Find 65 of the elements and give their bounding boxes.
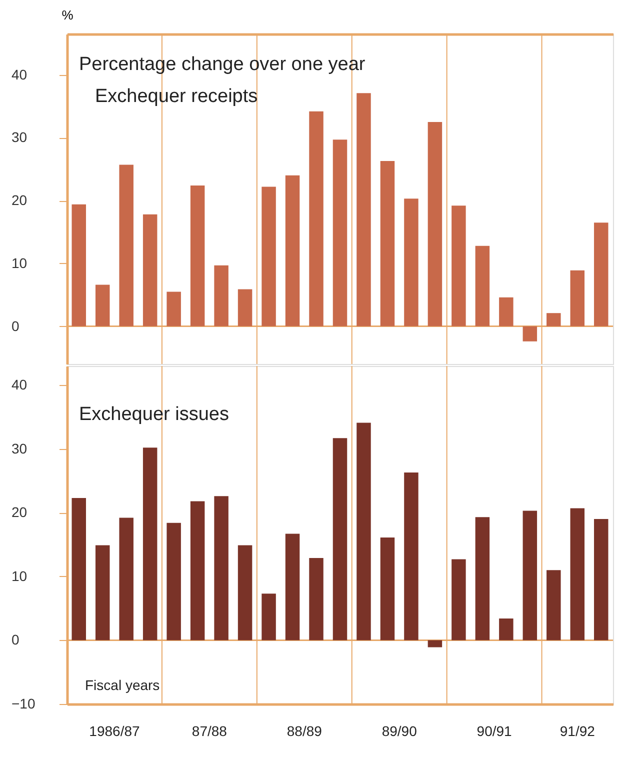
text: 1986/87 xyxy=(89,723,140,739)
text: 91/92 xyxy=(560,723,596,739)
y-tick-label: 20 xyxy=(12,504,28,520)
bar xyxy=(594,222,608,326)
bar xyxy=(546,313,561,326)
bar xyxy=(309,558,324,640)
bar xyxy=(238,545,252,640)
bar xyxy=(428,122,442,326)
bar xyxy=(570,508,585,640)
bar xyxy=(404,472,418,640)
y-tick-label: 0 xyxy=(12,318,20,334)
y-tick-label: 40 xyxy=(12,376,28,393)
y-tick-label: 0 xyxy=(12,632,20,648)
y-axis-title: % xyxy=(62,8,74,22)
bar xyxy=(332,438,348,640)
y-tick-label: 40 xyxy=(12,66,28,82)
text: 90/91 xyxy=(476,723,512,739)
y-tick-label: 30 xyxy=(12,129,28,146)
text: 87/88 xyxy=(192,723,228,739)
bar xyxy=(570,270,585,326)
bar xyxy=(380,160,395,326)
text: 88/89 xyxy=(286,723,322,739)
bar xyxy=(166,292,181,326)
bar xyxy=(356,422,371,640)
bar xyxy=(594,519,608,640)
bar xyxy=(522,326,538,342)
bar xyxy=(475,246,490,326)
bar xyxy=(214,496,228,640)
bar xyxy=(190,501,205,640)
y-tick-label: 10 xyxy=(12,254,28,271)
bar xyxy=(119,518,134,640)
bar xyxy=(214,265,228,326)
bar xyxy=(285,175,300,326)
bar xyxy=(262,186,276,326)
y-tick-label: 10 xyxy=(12,568,28,584)
bar xyxy=(546,570,561,640)
bar xyxy=(452,559,466,640)
y-tick-label: 30 xyxy=(12,440,28,456)
bar xyxy=(72,204,86,326)
bar xyxy=(404,198,418,326)
bar xyxy=(95,284,110,326)
bar xyxy=(428,640,442,648)
bar xyxy=(142,448,158,640)
bar xyxy=(285,534,300,640)
bar xyxy=(238,289,252,326)
y-tick-label: 20 xyxy=(12,192,28,208)
y-tick-label: −10 xyxy=(12,696,36,712)
bar xyxy=(332,140,348,326)
bar xyxy=(475,517,490,640)
bar xyxy=(262,594,276,640)
bar xyxy=(142,214,158,326)
bar xyxy=(499,297,514,326)
text: 89/90 xyxy=(382,723,418,739)
bar xyxy=(499,618,514,640)
bar xyxy=(166,522,181,640)
x-axis-title: Fiscal years xyxy=(85,677,160,693)
bar xyxy=(452,206,466,326)
bar xyxy=(190,185,205,326)
bar xyxy=(119,164,134,326)
bar xyxy=(522,510,538,640)
bar xyxy=(72,498,86,640)
bar xyxy=(309,111,324,326)
bar xyxy=(356,93,371,326)
bar xyxy=(380,538,395,640)
bar xyxy=(95,545,110,640)
